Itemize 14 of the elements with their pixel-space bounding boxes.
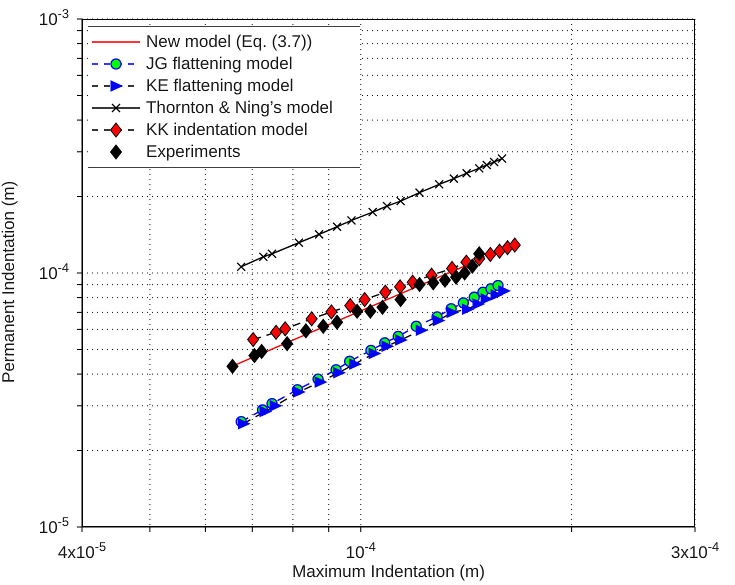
- legend-label: Experiments: [146, 142, 240, 162]
- x-axis-title: Maximum Indentation (m): [292, 562, 485, 581]
- x-tick-label: 4x10$^{-5}$: [58, 538, 106, 562]
- y-tick-label: 10$^{-3}$: [38, 6, 69, 29]
- x-tick-label: 10$^{-4}$: [346, 538, 376, 562]
- legend-label: KE flattening model: [146, 76, 294, 96]
- y-tick-label: 10$^{-5}$: [38, 514, 69, 537]
- y-axis-title: Permanent Indentation (m): [0, 180, 18, 383]
- legend-label: Thornton & Ning’s model: [146, 98, 333, 118]
- legend-label: JG flattening model: [146, 54, 292, 74]
- x-tick-label: 3x10$^{-4}$: [670, 538, 720, 562]
- y-tick-label: 10$^{-4}$: [38, 260, 69, 283]
- legend-label: New model (Eq. (3.7)): [146, 32, 312, 52]
- legend-label: KK indentation model: [146, 120, 308, 140]
